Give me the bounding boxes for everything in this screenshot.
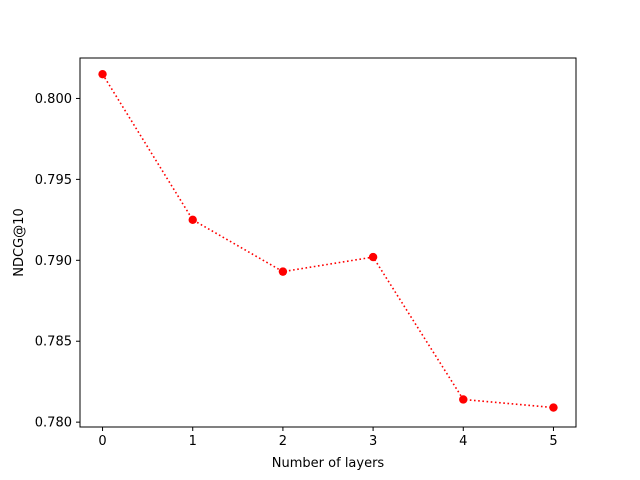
data-point-marker — [368, 252, 378, 262]
y-axis: 0.780 0.785 0.790 0.795 0.800 — [35, 92, 80, 431]
x-tick-label: 2 — [279, 434, 287, 449]
x-tick-label: 4 — [459, 434, 467, 449]
y-axis-label: NDCG@10 — [12, 208, 27, 276]
series-layer — [98, 69, 558, 412]
x-axis: 0 1 2 3 4 5 — [98, 427, 558, 449]
data-point-marker — [278, 267, 288, 276]
y-tick-label: 0.785 — [35, 335, 72, 350]
x-tick-label: 3 — [369, 434, 377, 449]
x-tick-label: 0 — [98, 434, 106, 449]
y-tick-label: 0.780 — [35, 416, 72, 431]
series-line — [101, 73, 554, 409]
y-tick-label: 0.795 — [35, 173, 72, 188]
x-tick-label: 5 — [549, 434, 557, 449]
data-point-marker — [459, 395, 468, 404]
x-axis-label: Number of layers — [272, 456, 385, 471]
data-point-marker — [188, 215, 197, 225]
data-point-marker — [549, 403, 558, 412]
y-tick-label: 0.790 — [35, 254, 72, 269]
y-tick-label: 0.800 — [35, 92, 72, 107]
data-point-marker — [98, 69, 107, 79]
x-tick-label: 1 — [189, 434, 197, 449]
plot-frame — [79, 57, 577, 428]
